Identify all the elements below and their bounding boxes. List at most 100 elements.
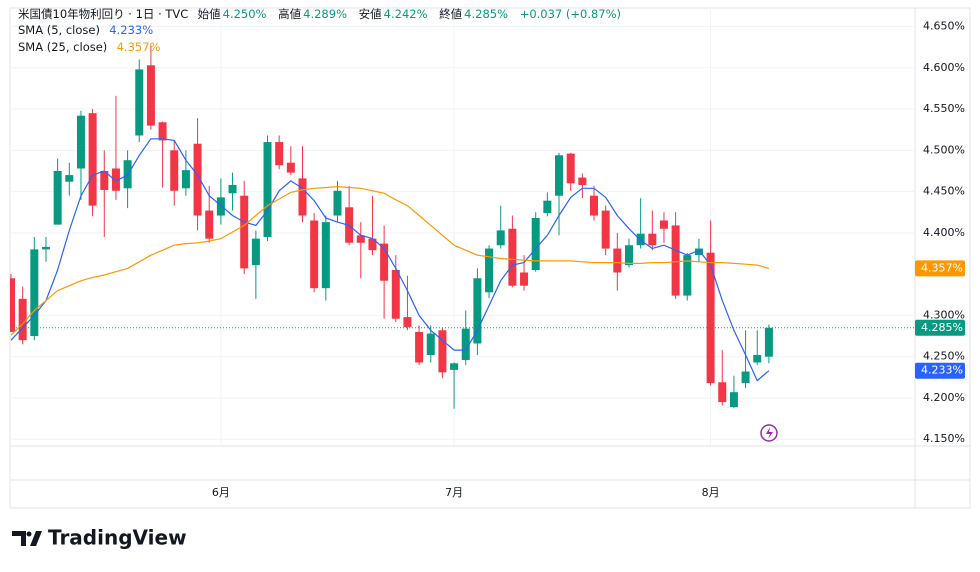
open-name: 始値: [197, 7, 221, 21]
candle-body: [461, 328, 470, 360]
legend-name: SMA (25, close): [18, 40, 108, 54]
legend-sma25: SMA (25, close) 4.357%: [18, 40, 162, 54]
candle-body: [193, 143, 202, 216]
sma25-badge-bg: [915, 260, 965, 277]
low: 4.242%: [383, 7, 428, 21]
sma-line: [10, 185, 770, 336]
brand: TradingView: [48, 526, 187, 550]
candle-body: [41, 246, 50, 250]
legend-name: SMA (5, close): [18, 23, 100, 37]
y-tick-label: 4.550%: [923, 102, 965, 115]
candle-body: [624, 245, 633, 266]
candle-body: [508, 228, 517, 286]
candle-body: [753, 355, 762, 363]
y-tick-label: 4.150%: [923, 432, 965, 445]
candle-body: [65, 175, 74, 182]
candle-body: [356, 235, 365, 243]
candle-body: [251, 238, 260, 266]
open: 4.250%: [222, 7, 267, 21]
candle-body: [729, 392, 738, 408]
candle-body: [321, 222, 330, 289]
candle-body: [298, 178, 307, 216]
candle-body: [659, 220, 668, 229]
y-tick-label: 4.500%: [923, 143, 965, 156]
candle-body: [240, 195, 249, 269]
candle-body: [496, 230, 505, 246]
candle-body: [18, 298, 27, 341]
candle-body: [636, 233, 645, 246]
candle-body: [391, 270, 400, 319]
legend-sma5: SMA (5, close) 4.233%: [18, 23, 155, 37]
candle-body: [216, 197, 225, 216]
y-tick-label: 4.300%: [923, 308, 965, 321]
candle-body: [741, 371, 750, 384]
close: 4.285%: [464, 7, 509, 21]
candle-body: [718, 382, 727, 403]
high-name: 高値: [278, 7, 302, 21]
candle-body: [228, 184, 237, 194]
candle-body: [671, 225, 680, 296]
candle-body: [170, 150, 179, 191]
candle-body: [286, 162, 295, 173]
close-badge-bg: [915, 319, 965, 336]
y-tick-label: 4.200%: [923, 391, 965, 404]
candle-body: [450, 363, 459, 370]
candle-body: [520, 272, 529, 286]
x-tick-label: 8月: [702, 486, 720, 499]
plot: [10, 45, 773, 409]
candle-body: [76, 115, 85, 169]
candle-body: [555, 155, 564, 196]
candle-body: [100, 170, 109, 190]
candle-body: [275, 142, 284, 166]
candle-body: [380, 243, 389, 281]
candle-body: [415, 331, 424, 363]
y-tick-label: 4.650%: [923, 20, 965, 33]
candle-body: [578, 177, 587, 185]
candle-body: [205, 210, 214, 239]
candle-body: [30, 249, 39, 337]
legend-value: 4.357%: [116, 40, 161, 54]
candle-body: [53, 170, 62, 225]
candle-body: [764, 327, 773, 357]
change: +0.037 (+0.87%): [519, 7, 622, 21]
event-bolt: [766, 427, 773, 439]
candle-body: [648, 233, 657, 246]
header: 米国債10年物利回り · 1日 · TVC 始値 4.250% 高値 4.289% …: [18, 6, 629, 22]
sma5-badge-bg: [915, 362, 965, 379]
candle-body: [181, 170, 190, 189]
candle-body: [566, 153, 575, 184]
candle-body: [333, 190, 342, 216]
candle-body: [158, 122, 167, 141]
candle-body: [426, 333, 435, 356]
candle-body: [473, 278, 482, 344]
high: 4.289%: [303, 7, 347, 21]
symbol: 米国債10年物利回り · 1日 · TVC: [18, 7, 189, 21]
candle-body: [111, 168, 120, 191]
candle-body: [88, 113, 97, 206]
sma-line: [10, 138, 770, 382]
candle-body: [10, 278, 15, 332]
chart-frame: [9, 7, 971, 509]
candle-body: [694, 248, 703, 256]
candle-body: [310, 220, 319, 289]
y-tick-label: 4.450%: [923, 185, 965, 198]
brand-logo: [12, 531, 42, 546]
candle-body: [590, 195, 598, 216]
candle-body: [543, 200, 552, 214]
candle-body: [531, 218, 540, 271]
close-name: 終値: [439, 7, 463, 21]
candle-body: [368, 238, 377, 251]
candle-body: [485, 248, 494, 293]
legend-value: 4.233%: [109, 23, 154, 37]
candle-body: [601, 210, 610, 249]
low-name: 安値: [358, 7, 382, 21]
candle-body: [613, 248, 622, 273]
y-tick-label: 4.250%: [923, 350, 965, 363]
candle-body: [683, 255, 692, 296]
x-tick-label: 7月: [445, 486, 463, 499]
candle-body: [403, 317, 412, 327]
y-tick-label: 4.600%: [923, 61, 965, 74]
candle-body: [438, 330, 447, 373]
